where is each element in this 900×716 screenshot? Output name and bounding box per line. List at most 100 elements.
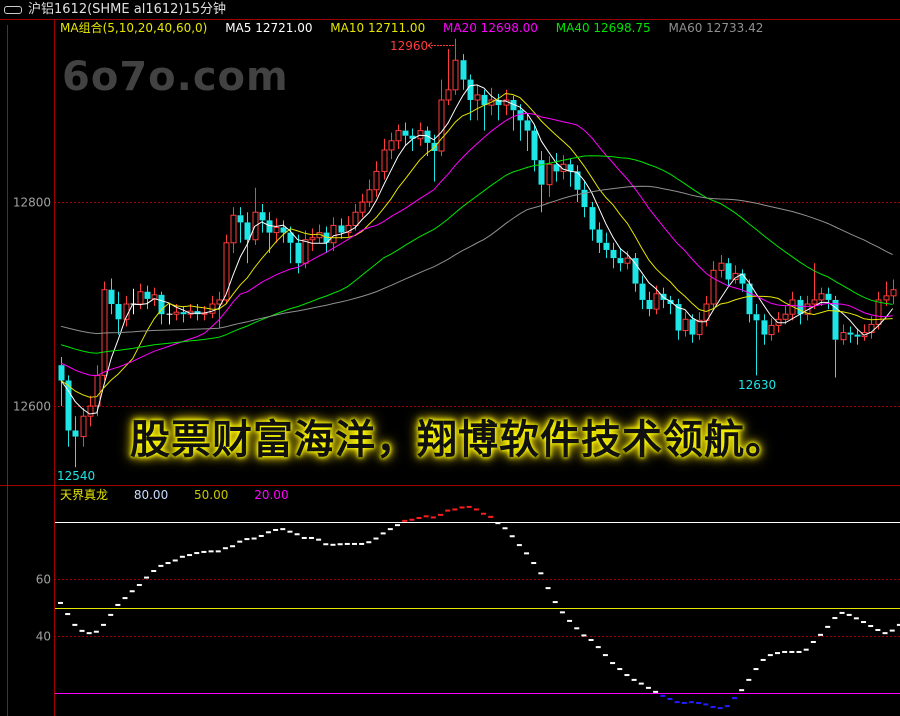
candle <box>739 269 746 292</box>
candle <box>495 93 502 121</box>
indicator-name[interactable]: 天界真龙 <box>60 488 109 502</box>
indicator-dot <box>645 686 651 689</box>
link-icon[interactable] <box>4 5 22 14</box>
candle-body <box>890 289 897 297</box>
candle-body <box>840 332 847 341</box>
indicator-dot <box>868 625 874 628</box>
candle <box>832 295 839 378</box>
indicator-dot <box>789 650 795 653</box>
indicator-dot <box>438 513 444 516</box>
candle-body <box>825 293 832 300</box>
indicator-dot <box>416 517 422 520</box>
candle-body <box>517 110 524 121</box>
candle <box>825 287 832 310</box>
indicator-legend: 天界真龙 80.00 50.00 20.00 <box>60 488 311 503</box>
indicator-dot <box>251 537 257 540</box>
ma5-label: MA5 12721.00 <box>225 21 313 35</box>
indicator-dot <box>588 638 594 641</box>
indicator-dot <box>753 668 759 671</box>
candle-body <box>581 189 588 208</box>
indicator-dot <box>222 547 228 550</box>
indicator-dot <box>617 668 623 671</box>
candle <box>108 278 115 315</box>
candle <box>603 232 610 259</box>
indicator-dot <box>187 554 193 557</box>
indicator-dot <box>280 528 286 531</box>
indicator-dot <box>409 518 415 521</box>
candle <box>782 306 789 325</box>
indicator-dot <box>746 678 752 681</box>
indicator-dot <box>172 559 178 562</box>
ma40-label: MA40 12698.75 <box>555 21 651 35</box>
candle-body <box>452 59 459 91</box>
candle <box>667 295 674 315</box>
candle <box>180 306 187 323</box>
candle-body <box>295 242 302 264</box>
ma5-line <box>60 84 894 415</box>
candle <box>710 261 717 310</box>
indicator-dot <box>294 533 300 536</box>
candle-body <box>782 313 789 320</box>
candle-body <box>553 164 560 172</box>
candle <box>431 134 438 182</box>
candle-body <box>409 135 416 139</box>
candle-body <box>646 299 653 310</box>
indicator-dot <box>767 654 773 657</box>
indicator-dot <box>796 650 802 653</box>
indicator-dot <box>308 536 314 539</box>
high-annotation: 12960 <box>390 39 428 53</box>
candle <box>259 204 266 233</box>
candle <box>718 255 725 278</box>
candle-body <box>531 130 538 161</box>
candle <box>352 204 359 231</box>
window-title-bar: 沪铝1612(SHME al1612)15分钟 <box>4 1 226 19</box>
candle <box>531 124 538 172</box>
candle-body <box>194 311 201 315</box>
ma-group-label[interactable]: MA组合(5,10,20,40,60,0) <box>60 21 208 35</box>
candle-body <box>352 211 359 226</box>
indicator-dot <box>760 658 766 661</box>
candle-body <box>603 242 610 250</box>
indicator-dot <box>65 613 71 616</box>
indicator-dot <box>136 583 142 586</box>
indicator-dot <box>366 541 372 544</box>
candle-body <box>338 225 345 233</box>
candle-body <box>832 299 839 340</box>
candle-body <box>739 273 746 284</box>
candle-body <box>280 227 287 233</box>
candle-body <box>237 215 244 223</box>
candle-body <box>173 311 180 315</box>
candle <box>675 298 682 340</box>
candle <box>130 288 137 315</box>
candle <box>280 220 287 243</box>
indicator-dot <box>359 542 365 545</box>
indicator-dot <box>545 587 551 590</box>
candle <box>632 253 639 292</box>
ma20-label: MA20 12698.00 <box>443 21 538 35</box>
indicator-dot <box>688 701 694 704</box>
indicator-dot <box>337 543 343 546</box>
ma60-line <box>60 185 893 335</box>
indicator-dot <box>466 505 472 508</box>
candle-body <box>639 283 646 300</box>
candle-body <box>359 201 366 213</box>
indicator-dot <box>853 617 859 620</box>
candle-body <box>746 283 753 315</box>
candle <box>546 156 553 197</box>
candle-body <box>244 222 251 240</box>
indicator-dot <box>194 552 200 555</box>
low-annotation: 12540 <box>57 469 95 483</box>
candle-body <box>689 319 696 335</box>
y-tick-label: 12800 <box>13 196 51 210</box>
indicator-dot <box>638 682 644 685</box>
candle-body <box>158 294 165 315</box>
candle <box>753 304 760 376</box>
candle-body <box>653 293 660 310</box>
indicator-dot <box>624 674 630 677</box>
candle <box>488 87 495 116</box>
candle-body <box>632 258 639 284</box>
watermark-logo: 6o7o.com <box>62 54 289 100</box>
candle-body <box>854 334 861 337</box>
candle <box>338 218 345 239</box>
